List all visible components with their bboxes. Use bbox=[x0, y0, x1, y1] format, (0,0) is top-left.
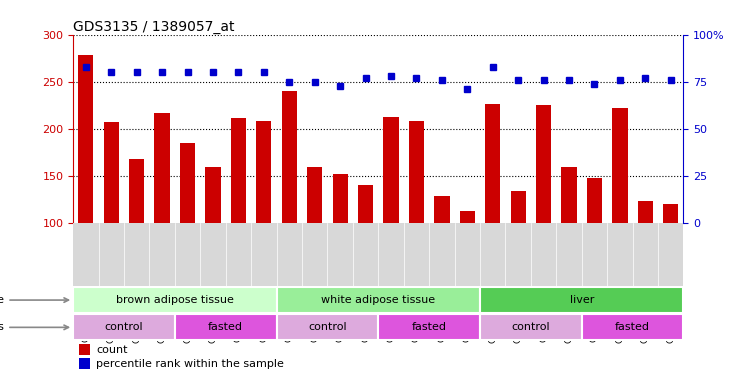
Text: tissue: tissue bbox=[0, 295, 69, 305]
Bar bbox=[205, 167, 221, 318]
Bar bbox=[175, 314, 276, 341]
Bar bbox=[561, 167, 577, 318]
Text: count: count bbox=[96, 345, 128, 355]
Bar bbox=[276, 314, 379, 341]
Bar bbox=[180, 143, 195, 318]
Text: liver: liver bbox=[569, 295, 594, 305]
Bar bbox=[663, 204, 678, 318]
Bar bbox=[480, 287, 683, 313]
Text: brown adipose tissue: brown adipose tissue bbox=[116, 295, 234, 305]
Bar bbox=[104, 122, 119, 318]
Text: GDS3135 / 1389057_at: GDS3135 / 1389057_at bbox=[73, 20, 235, 33]
Bar bbox=[510, 191, 526, 318]
Text: stress: stress bbox=[0, 322, 69, 333]
Bar bbox=[307, 167, 322, 318]
Bar bbox=[231, 118, 246, 318]
Bar bbox=[333, 174, 348, 318]
Bar bbox=[379, 314, 480, 341]
Bar bbox=[409, 121, 424, 318]
Bar bbox=[582, 314, 683, 341]
Bar bbox=[485, 104, 500, 318]
Text: control: control bbox=[512, 322, 550, 333]
Bar bbox=[358, 185, 374, 318]
Text: fasted: fasted bbox=[615, 322, 650, 333]
Text: control: control bbox=[308, 322, 346, 333]
Text: percentile rank within the sample: percentile rank within the sample bbox=[96, 359, 284, 369]
Bar bbox=[73, 314, 175, 341]
Bar bbox=[78, 55, 94, 318]
Bar bbox=[460, 211, 475, 318]
Bar bbox=[276, 287, 480, 313]
Text: fasted: fasted bbox=[412, 322, 447, 333]
Bar bbox=[383, 117, 398, 318]
Bar bbox=[587, 178, 602, 318]
Bar bbox=[637, 201, 653, 318]
Text: white adipose tissue: white adipose tissue bbox=[321, 295, 436, 305]
Bar bbox=[79, 358, 90, 369]
Bar bbox=[480, 314, 582, 341]
Bar bbox=[154, 113, 170, 318]
Bar bbox=[73, 287, 276, 313]
Bar bbox=[613, 108, 627, 318]
Text: control: control bbox=[105, 322, 143, 333]
Bar bbox=[536, 105, 551, 318]
Bar bbox=[434, 196, 450, 318]
Bar bbox=[256, 121, 271, 318]
Bar bbox=[79, 344, 90, 355]
Bar bbox=[281, 91, 297, 318]
Text: fasted: fasted bbox=[208, 322, 243, 333]
Bar bbox=[129, 159, 144, 318]
